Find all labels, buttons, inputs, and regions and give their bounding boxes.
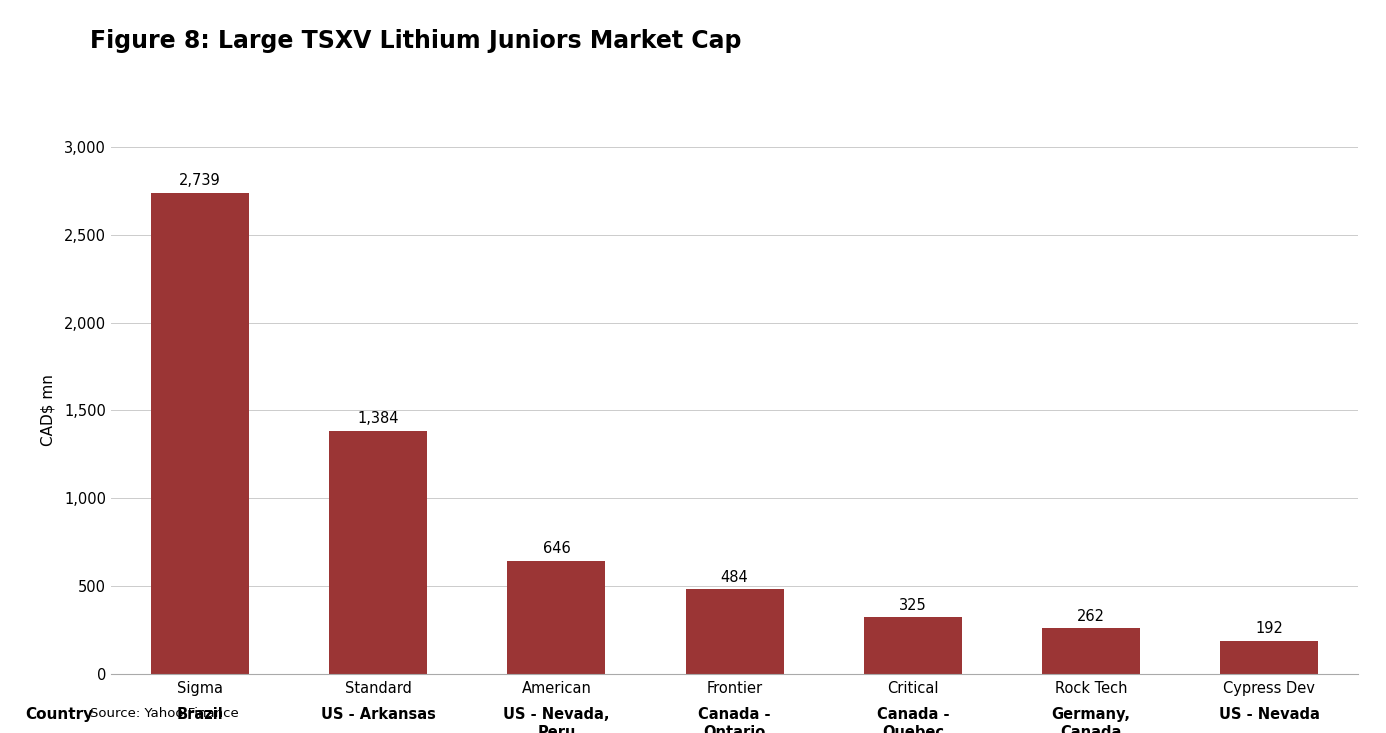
Text: Canada -
Ontario: Canada - Ontario (699, 707, 771, 733)
Text: Country: Country (25, 707, 93, 722)
Bar (686, 589, 783, 674)
Text: 484: 484 (721, 570, 748, 585)
Text: US - Arkansas: US - Arkansas (320, 707, 435, 722)
Text: Source: Yahoo Finance: Source: Yahoo Finance (90, 707, 238, 720)
Text: US - Nevada,
Peru: US - Nevada, Peru (503, 707, 610, 733)
Text: Figure 8: Large TSXV Lithium Juniors Market Cap: Figure 8: Large TSXV Lithium Juniors Mar… (90, 29, 742, 54)
Text: Germany,
Canada: Germany, Canada (1052, 707, 1131, 733)
Y-axis label: CAD$ mn: CAD$ mn (40, 375, 55, 446)
Text: Canada -
Quebec: Canada - Quebec (876, 707, 949, 733)
Text: 325: 325 (900, 598, 927, 613)
Text: 2,739: 2,739 (179, 173, 220, 188)
Bar (1220, 641, 1318, 674)
Text: Brazil: Brazil (176, 707, 223, 722)
Bar (507, 561, 606, 674)
Bar (1042, 628, 1139, 674)
Bar (151, 193, 249, 674)
Bar (330, 431, 427, 674)
Text: 192: 192 (1256, 621, 1283, 636)
Text: 646: 646 (542, 541, 570, 556)
Text: 262: 262 (1077, 609, 1105, 624)
Text: US - Nevada: US - Nevada (1218, 707, 1319, 722)
Text: 1,384: 1,384 (358, 411, 399, 427)
Bar (863, 617, 962, 674)
